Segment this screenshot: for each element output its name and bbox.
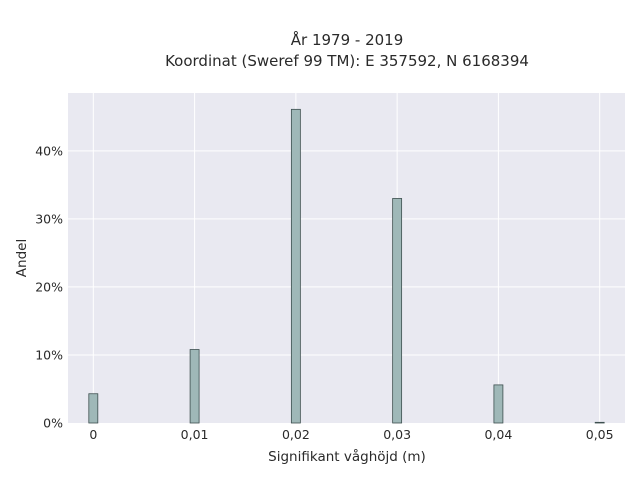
y-axis-ticks: 0% 10% 20% 30% 40% [35, 143, 63, 430]
y-tick-label: 30% [35, 211, 63, 226]
y-tick-label: 40% [35, 143, 63, 158]
chart-title: År 1979 - 2019 [291, 30, 404, 49]
x-tick-label: 0,02 [282, 427, 310, 442]
bar-4 [493, 384, 504, 424]
y-tick-label: 0% [43, 416, 63, 431]
y-tick-label: 20% [35, 279, 63, 294]
chart-subtitle: Koordinat (Sweref 99 TM): E 357592, N 61… [165, 52, 529, 70]
bar-0 [88, 393, 99, 424]
x-tick-label: 0 [89, 427, 97, 442]
x-tick-label: 0,05 [586, 427, 614, 442]
y-tick-label: 10% [35, 347, 63, 362]
bar-5 [594, 421, 605, 424]
x-axis-label: Signifikant våghöjd (m) [268, 448, 426, 465]
bar-series [88, 108, 605, 424]
y-axis-label: Andel [14, 239, 30, 277]
plot-area [68, 93, 625, 423]
x-tick-label: 0,04 [484, 427, 512, 442]
bar-3 [392, 198, 403, 424]
x-axis-ticks: 0 0,01 0,02 0,03 0,04 0,05 [89, 427, 613, 442]
x-tick-label: 0,03 [383, 427, 411, 442]
bar-1 [189, 349, 200, 424]
bar-2 [290, 108, 301, 424]
x-tick-label: 0,01 [181, 427, 209, 442]
